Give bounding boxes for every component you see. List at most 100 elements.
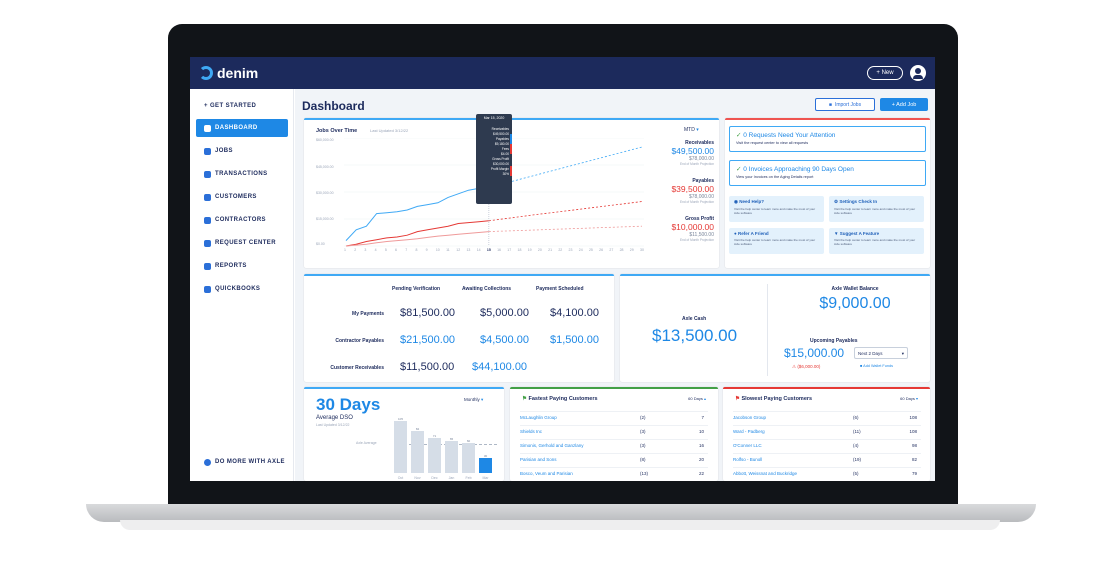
warning-icon: ⚠ (792, 364, 797, 369)
add-job-button[interactable]: + Add Job (880, 98, 928, 111)
dso-value: 30 Days (316, 395, 381, 414)
sidebar-item-request-center[interactable]: REQUEST CENTER (196, 234, 288, 252)
customer-name[interactable]: Jacobson Group (733, 415, 767, 420)
user-avatar-icon[interactable] (910, 65, 926, 81)
tile-settings-check-in[interactable]: ⚙ Settings Check In Visit the help cente… (829, 196, 924, 222)
add-wallet-funds-link[interactable]: ■ Add Wallet Funds (860, 364, 893, 368)
row-label: Customer Receivables (330, 365, 384, 371)
tile-refer-a-friend[interactable]: ● Refer A Friend Visit the help center t… (729, 228, 824, 254)
dso-bar-value: 65 (449, 436, 454, 441)
customer-count: (5) (853, 471, 859, 476)
table-row[interactable]: O'Conner LLC (4) 98 (733, 439, 921, 452)
sidebar-item-dashboard[interactable]: DASHBOARD (196, 119, 288, 137)
dso-bar[interactable] (394, 420, 407, 473)
x-tick: 23 (568, 248, 573, 252)
metric-value: $39,500.00 (671, 184, 714, 194)
table-row[interactable]: Abbott, Weissnat and Buckridge (5) 79 (733, 467, 921, 480)
metric-receivables: Receivables $49,500.00 $78,000.00 End of… (634, 140, 714, 166)
customer-name[interactable]: Abbott, Weissnat and Buckridge (733, 471, 797, 476)
sidebar-item-reports[interactable]: REPORTS (196, 257, 288, 275)
wallet-card: Axle Cash $13,500.00 Axle Wallet Balance… (620, 274, 930, 382)
contractors-icon (204, 216, 211, 224)
slowest-range-select[interactable]: 60 Days ▾ (900, 396, 918, 401)
fastest-range-select[interactable]: 60 Days ▴ (688, 396, 706, 401)
fastest-title: ⚑ Fastest Paying Customers (522, 396, 598, 402)
x-tick: 18 (517, 248, 522, 252)
new-button[interactable]: + New (867, 66, 903, 80)
sidebar-item-jobs[interactable]: JOBS (196, 142, 288, 160)
sidebar-item-contractors[interactable]: CONTRACTORS (196, 211, 288, 229)
axle-cash-label: Axle Cash (682, 316, 707, 322)
sidebar-item-customers[interactable]: CUSTOMERS (196, 188, 288, 206)
slowest-title: ⚑ Slowest Paying Customers (735, 396, 812, 402)
requests-alert[interactable]: ✓ 0 Requests Need Your Attention Visit t… (729, 126, 926, 152)
table-row[interactable]: Shields Inc (3) 10 (520, 425, 708, 438)
sidebar-do-more-link[interactable]: DO MORE WITH AXLE (196, 453, 288, 471)
table-row[interactable]: Ward - Padberg (11) 108 (733, 425, 921, 438)
sidebar-item-label: CONTRACTORS (215, 217, 266, 223)
dso-bar-value: 71 (432, 433, 437, 438)
customer-name[interactable]: Shields Inc (520, 429, 543, 434)
range-select[interactable]: MTD ▾ (684, 127, 699, 133)
jobs-icon (204, 147, 211, 155)
customer-name[interactable]: Parisian and Sons (520, 457, 557, 462)
dso-bar[interactable] (445, 440, 458, 473)
customer-name[interactable]: Rolfso - Bunoll (733, 457, 763, 462)
sidebar-bottom-label: DO MORE WITH AXLE (215, 459, 285, 465)
dso-bar-value: 30 (483, 454, 488, 458)
customer-name[interactable]: O'Conner LLC (733, 443, 762, 448)
table-row[interactable]: Simonis, Gerhold and Ganzlany (3) 16 (520, 439, 708, 452)
payment-value-link[interactable]: $1,500.00 (550, 334, 599, 346)
x-tick: 20 (537, 248, 542, 252)
customer-days: 10 (698, 429, 704, 434)
customer-name[interactable]: Bosco, Veum and Parisian (520, 471, 573, 476)
tile-title: ● Refer A Friend (734, 231, 819, 236)
customer-name[interactable]: Simonis, Gerhold and Ganzlany (520, 443, 584, 448)
dso-bar-label: Oct (397, 476, 404, 480)
payment-value-link[interactable]: $4,500.00 (480, 334, 529, 346)
dso-bar[interactable] (428, 437, 441, 473)
payment-value-link[interactable]: $21,500.00 (400, 334, 456, 346)
payment-value-link[interactable]: $44,100.00 (472, 361, 528, 373)
invoices-alert[interactable]: ✓ 0 Invoices Approaching 90 Days Open Vi… (729, 160, 926, 186)
tile-suggest-a-feature[interactable]: ▼ Suggest A Feature Visit the help cente… (829, 228, 924, 254)
payment-value: $11,500.00 (400, 361, 455, 373)
tooltip-receivables-marker (510, 134, 512, 144)
sidebar-item-quickbooks[interactable]: QUICKBOOKS (196, 280, 288, 298)
tile-need-help[interactable]: ◉ Need Help? Visit the help center to le… (729, 196, 824, 222)
import-jobs-button[interactable]: ■ Import Jobs (815, 98, 875, 111)
brand-logo[interactable]: denim (199, 65, 258, 81)
dso-period-label: Monthly (464, 397, 480, 402)
table-row[interactable]: Bosco, Veum and Parisian (13) 22 (520, 467, 708, 480)
table-row[interactable]: Parisian and Sons (8) 20 (520, 453, 708, 466)
tile-sub: Visit the help center to learn more and … (834, 207, 916, 215)
x-tick: 30 (640, 248, 644, 252)
metric-projection-label: End of Month Projection (679, 238, 714, 242)
dso-period-select[interactable]: Monthly ▾ (464, 397, 483, 403)
customer-days: 108 (909, 429, 917, 434)
dso-bar[interactable] (462, 443, 475, 473)
import-jobs-label: Import Jobs (834, 101, 862, 108)
help-icon: ◉ (734, 199, 738, 204)
tile-title-text: Need Help? (739, 199, 764, 204)
sidebar-item-transactions[interactable]: TRANSACTIONS (196, 165, 288, 183)
customer-count: (6) (853, 415, 859, 420)
customer-name[interactable]: Ward - Padberg (733, 429, 765, 434)
range-select-label: MTD (684, 127, 695, 133)
sidebar-item-get-started[interactable]: + GET STARTED (196, 97, 288, 115)
dso-label: Average DSO (316, 415, 353, 421)
dso-bar[interactable] (411, 431, 424, 473)
customer-name[interactable]: McLaughlin Group (520, 415, 557, 420)
upcoming-range-select[interactable]: Next 2 Days ▾ (854, 347, 908, 359)
tooltip-label: Fees (501, 147, 509, 151)
table-row[interactable]: Jacobson Group (6) 108 (733, 411, 921, 424)
customer-count: (19) (853, 457, 862, 462)
dso-bar[interactable] (479, 458, 492, 473)
table-row[interactable]: McLaughlin Group (2) 7 (520, 411, 708, 424)
table-row[interactable]: Rolfso - Bunoll (19) 82 (733, 453, 921, 466)
fastest-title-text: Fastest Paying Customers (528, 396, 598, 402)
x-tick: 9 (425, 248, 428, 252)
flag-icon: ⚑ (735, 396, 740, 402)
tooltip-value: $4.00 (501, 152, 509, 156)
row-label: My Payments (352, 311, 384, 317)
